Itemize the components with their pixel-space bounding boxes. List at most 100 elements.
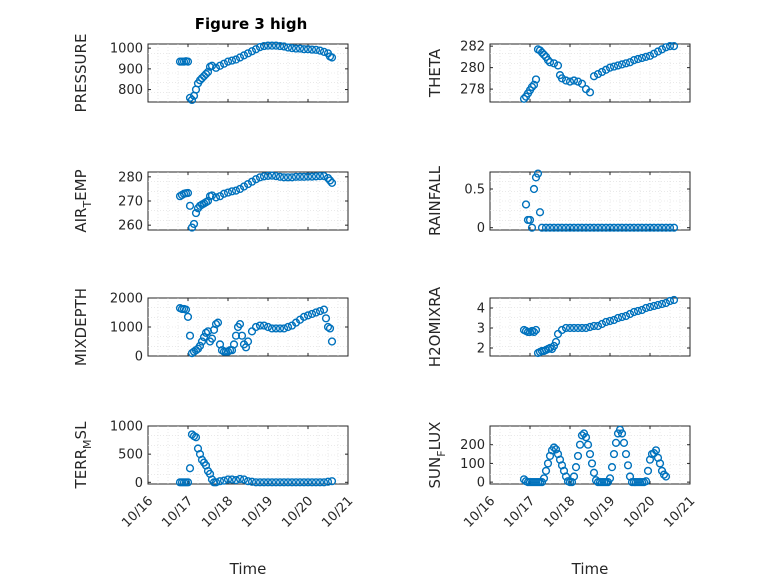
data-point	[279, 42, 289, 51]
data-point	[577, 79, 587, 88]
x-tick-label: 10/20	[279, 494, 316, 531]
data-point	[613, 223, 623, 232]
data-point	[553, 223, 563, 232]
data-point	[561, 76, 571, 85]
data-point	[255, 43, 265, 52]
data-point	[231, 55, 241, 64]
data-point	[319, 47, 329, 56]
data-point	[229, 340, 239, 349]
data-point	[625, 309, 635, 319]
data-point	[255, 173, 265, 182]
data-point	[593, 69, 603, 79]
data-point	[239, 51, 249, 60]
y-label-subscript: T	[81, 201, 94, 209]
y-axis-label: MIXDEPTH	[72, 288, 90, 366]
data-point	[263, 171, 273, 180]
data-point	[223, 475, 233, 484]
x-tick-label: 10/19	[239, 494, 276, 531]
data-point	[617, 312, 627, 322]
data-point	[551, 337, 561, 347]
data-point	[203, 67, 213, 77]
data-point	[581, 323, 591, 333]
data-point	[617, 60, 627, 69]
data-point	[267, 171, 277, 180]
data-point	[549, 223, 559, 232]
y-label-part: LUX	[426, 422, 444, 451]
data-point	[311, 45, 321, 54]
y-tick-label: 200	[460, 438, 485, 453]
data-point	[243, 179, 253, 189]
data-point	[259, 478, 269, 487]
data-point	[605, 223, 615, 232]
data-point	[613, 313, 623, 323]
data-point	[271, 324, 281, 333]
data-point	[295, 478, 305, 487]
data-point	[295, 44, 305, 53]
data-point	[637, 53, 647, 63]
data-point	[531, 75, 541, 84]
data-point	[235, 53, 245, 62]
data-point	[661, 298, 671, 308]
data-point	[607, 463, 617, 472]
data-point	[527, 82, 537, 92]
data-point	[565, 77, 575, 86]
data-point	[183, 188, 193, 198]
data-point	[573, 323, 583, 333]
data-point	[573, 223, 583, 232]
data-point	[557, 325, 567, 335]
data-point	[621, 223, 631, 232]
data-point	[201, 328, 211, 337]
data-point	[323, 173, 333, 183]
data-point	[645, 223, 655, 232]
data-point	[271, 478, 281, 487]
y-tick-label: 282	[460, 40, 485, 55]
data-point	[641, 223, 651, 232]
data-point	[649, 301, 659, 311]
data-point	[649, 223, 659, 232]
data-point	[619, 438, 629, 447]
y-axis-label: PRESSURE	[72, 34, 90, 113]
series-markers	[175, 430, 337, 487]
data-point	[295, 172, 305, 181]
data-point	[299, 45, 309, 54]
data-point	[255, 478, 265, 487]
data-point	[235, 320, 245, 329]
data-point	[227, 187, 237, 196]
data-point	[545, 58, 555, 67]
x-tick-label: 10/17	[159, 494, 196, 531]
data-point	[239, 475, 249, 484]
x-tick-label: 10/16	[461, 494, 498, 531]
data-point	[529, 80, 539, 89]
data-point	[521, 200, 531, 209]
data-point	[197, 337, 207, 346]
y-label-subscript: M	[81, 439, 94, 449]
data-point	[531, 173, 541, 182]
data-point	[653, 300, 663, 310]
data-point	[303, 478, 313, 487]
data-point	[247, 327, 257, 336]
data-point	[529, 327, 539, 337]
data-point	[605, 474, 615, 483]
data-point	[185, 464, 195, 473]
data-point	[247, 177, 257, 186]
data-point	[533, 169, 543, 178]
data-point	[231, 186, 241, 195]
data-point	[569, 76, 579, 85]
y-tick-label: 1000	[110, 42, 143, 57]
y-axis-label: SUNFLUX	[426, 422, 448, 489]
data-point	[589, 72, 599, 81]
data-point	[185, 331, 195, 340]
data-point	[201, 69, 211, 79]
x-tick-label: 10/20	[621, 494, 658, 531]
data-point	[223, 347, 233, 356]
data-point	[651, 446, 661, 455]
data-point	[207, 61, 217, 70]
data-point	[323, 322, 333, 332]
data-point	[661, 43, 671, 52]
data-point	[319, 478, 329, 487]
data-point	[539, 50, 549, 59]
x-tick-label: 10/18	[541, 494, 578, 531]
y-label-part: TERR	[72, 449, 90, 490]
data-point	[577, 223, 587, 232]
data-point	[303, 45, 313, 54]
